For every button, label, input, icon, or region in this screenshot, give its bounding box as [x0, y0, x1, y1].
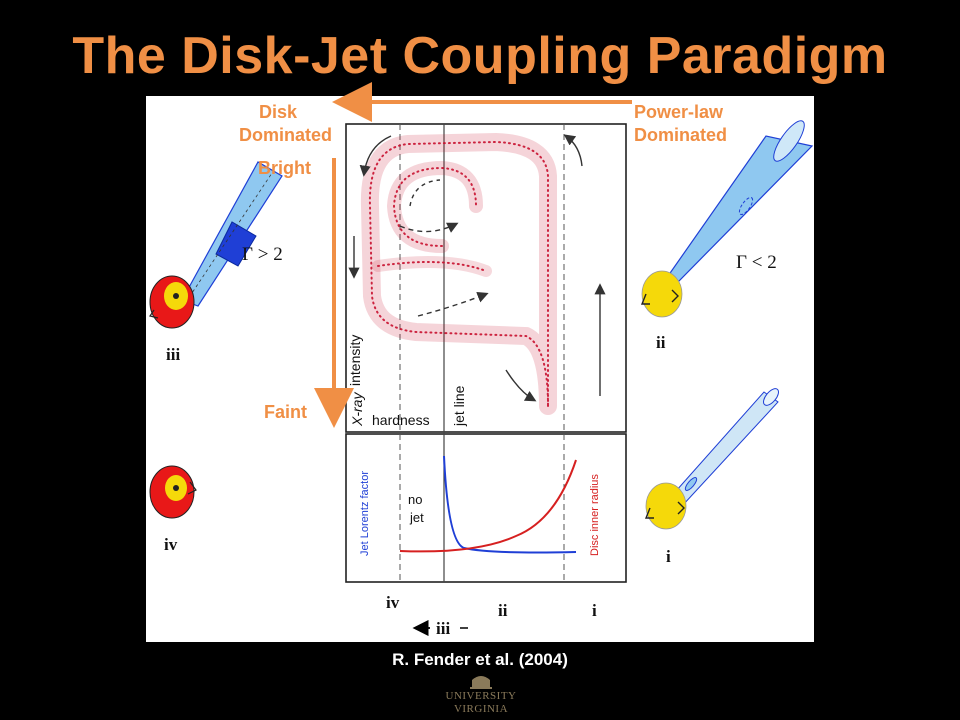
- state-i-illustration: i: [644, 388, 779, 566]
- disk-label-line2: Dominated: [238, 125, 332, 145]
- upper-panel-frame: [345, 123, 627, 433]
- diagram-svg: X-ray intensity hardness jet line Jet Lo…: [149, 120, 814, 638]
- flow-arrows: [348, 134, 606, 402]
- gamma-low-label: Γ < 2: [736, 252, 777, 273]
- lorentz-curve: [443, 455, 577, 554]
- no-jet-label-2: jet: [409, 510, 424, 525]
- xaxis-label: hardness: [372, 412, 430, 428]
- rotunda-icon: [470, 676, 492, 689]
- transition-label: iii: [436, 619, 450, 638]
- yaxis-label-line2: intensity: [347, 335, 363, 386]
- state-label-ii: ii: [498, 601, 508, 620]
- disk-label-line1: Disk: [258, 102, 297, 122]
- faint-label: Faint: [264, 402, 307, 422]
- logo-line1: UNIVERSITY: [445, 690, 517, 702]
- fender-diagram: X-ray intensity hardness jet line Jet Lo…: [146, 96, 814, 642]
- no-jet-label-1: no: [408, 492, 422, 507]
- side-label-i: i: [666, 547, 671, 566]
- bright-label: Bright: [258, 158, 311, 178]
- powerlaw-label-line1: Power-law: [634, 102, 724, 122]
- lower-right-label: Disc inner radius: [589, 474, 601, 556]
- gamma-high-label: Γ > 2: [242, 244, 283, 265]
- state-ii-illustration: Γ < 2 ii: [640, 120, 814, 352]
- lower-panel-frame: [345, 433, 627, 583]
- hysteresis-track: [360, 132, 557, 415]
- state-label-i: i: [592, 601, 597, 620]
- state-iv-illustration: iv: [149, 465, 197, 554]
- lower-left-label: Jet Lorentz factor: [359, 471, 371, 556]
- radius-curve: [399, 459, 577, 553]
- citation: R. Fender et al. (2004): [392, 650, 568, 669]
- side-label-iv: iv: [164, 535, 178, 554]
- yaxis-label-line1: X-ray: [349, 392, 365, 427]
- side-label-ii: ii: [656, 333, 666, 352]
- logo-line2: VIRGINIA: [453, 703, 509, 715]
- state-iii-illustration: Γ > 2 iii: [149, 161, 283, 364]
- powerlaw-dominated-label: Power-law Dominated: [634, 101, 764, 147]
- side-label-iii: iii: [166, 345, 180, 364]
- state-label-iv: iv: [386, 593, 400, 612]
- jet-line-label: jet line: [451, 385, 467, 427]
- university-logo: UNIVERSITY VIRGINIA: [436, 670, 526, 718]
- disk-dominated-label: Disk Dominated: [206, 101, 332, 147]
- slide-title: The Disk-Jet Coupling Paradigm: [72, 27, 888, 85]
- powerlaw-label-line2: Dominated: [634, 125, 728, 145]
